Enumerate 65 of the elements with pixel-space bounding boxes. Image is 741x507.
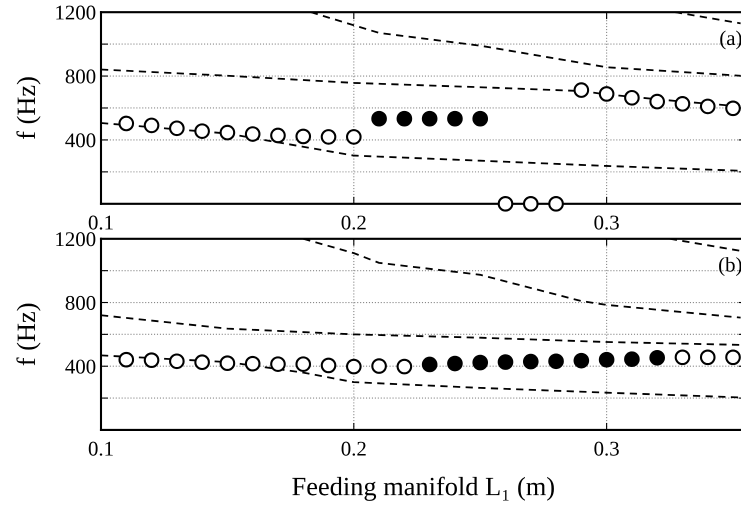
x-tick-label: 0.3	[594, 216, 619, 230]
point	[422, 356, 438, 372]
point	[472, 354, 488, 370]
point	[624, 351, 640, 368]
point	[498, 196, 514, 212]
point	[447, 110, 463, 127]
point	[295, 128, 312, 144]
point	[346, 358, 362, 374]
point	[548, 353, 564, 370]
point	[472, 110, 488, 127]
x-tick-label: 0.1	[88, 216, 113, 230]
y-tick-label: 400	[65, 133, 96, 148]
point	[725, 349, 741, 366]
point	[574, 352, 590, 368]
point	[244, 126, 260, 142]
x-axis-title: Feeding manifold L₁ (m)	[292, 476, 554, 501]
point	[498, 354, 514, 370]
point	[700, 98, 716, 114]
point	[396, 110, 412, 127]
y-tick-label: 1200	[56, 232, 96, 246]
point	[220, 124, 236, 140]
point	[422, 110, 438, 127]
point	[598, 86, 614, 102]
point	[598, 352, 614, 368]
x-tick-label: 0.3	[594, 442, 619, 456]
x-tick-label: 0.2	[342, 442, 366, 456]
x-tick-label: 0.1	[88, 442, 113, 456]
point	[574, 82, 590, 98]
point	[674, 96, 690, 112]
point	[144, 352, 160, 368]
point	[244, 356, 260, 372]
point	[118, 352, 134, 368]
point	[548, 196, 564, 212]
point	[270, 128, 286, 144]
point	[194, 354, 210, 370]
point	[725, 100, 741, 116]
point	[270, 356, 286, 372]
point	[220, 355, 236, 372]
point	[649, 94, 665, 110]
y-axis-title: f (Hz)	[16, 304, 41, 366]
point	[371, 110, 387, 127]
point	[396, 358, 412, 374]
point	[522, 196, 539, 212]
y-tick-label: 400	[65, 360, 96, 374]
point	[118, 116, 134, 132]
point	[674, 349, 690, 366]
point	[169, 353, 185, 370]
y-tick-label: 1200	[56, 6, 96, 20]
point	[194, 123, 210, 139]
point	[320, 358, 336, 374]
y-tick-label: 800	[66, 296, 96, 310]
point	[295, 356, 312, 372]
point	[169, 120, 185, 136]
y-axis-title: f (Hz)	[16, 77, 41, 140]
point	[371, 358, 387, 374]
x-tick-label: 0.2	[342, 216, 366, 230]
point	[649, 350, 665, 366]
point	[346, 129, 362, 145]
point	[624, 90, 640, 106]
point	[320, 129, 336, 145]
point	[447, 356, 463, 372]
y-tick-label: 800	[66, 69, 96, 84]
point	[700, 349, 716, 366]
point	[522, 354, 539, 370]
point	[144, 118, 160, 134]
